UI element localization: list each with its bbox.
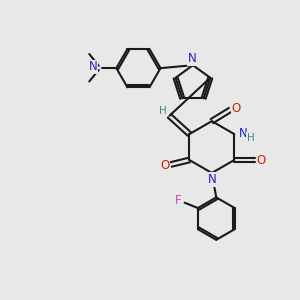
Text: H: H [247, 133, 254, 142]
Text: N: N [239, 127, 248, 140]
Text: H: H [159, 106, 167, 116]
Text: O: O [257, 154, 266, 166]
Text: O: O [160, 159, 169, 172]
Text: O: O [231, 102, 241, 115]
Text: N: N [89, 61, 98, 74]
Text: F: F [175, 194, 181, 207]
Text: N: N [188, 52, 197, 65]
Text: N: N [208, 173, 216, 186]
